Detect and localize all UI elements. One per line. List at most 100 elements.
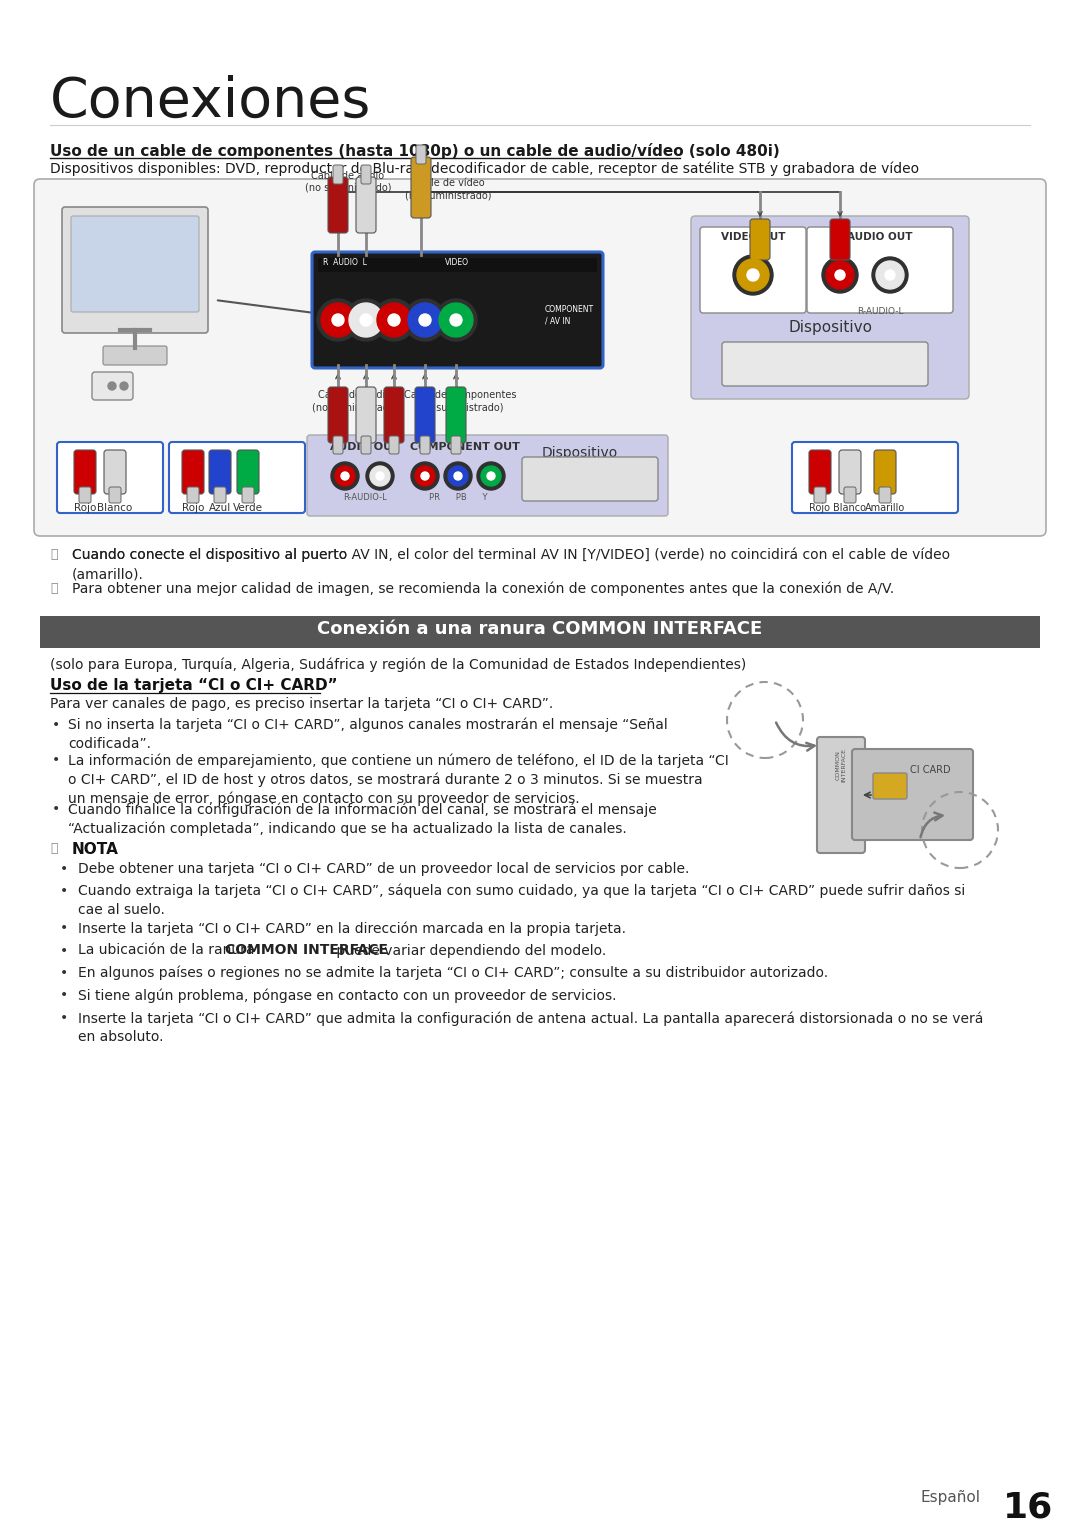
Circle shape [318, 299, 359, 340]
FancyBboxPatch shape [237, 450, 259, 494]
Text: CI CARD: CI CARD [909, 766, 950, 775]
Text: Rojo: Rojo [73, 503, 96, 513]
Text: La información de emparejamiento, que contiene un número de teléfono, el ID de l: La información de emparejamiento, que co… [68, 753, 729, 805]
FancyBboxPatch shape [873, 773, 907, 799]
Circle shape [411, 462, 438, 491]
Text: Verde: Verde [233, 503, 264, 513]
FancyBboxPatch shape [723, 342, 928, 386]
Text: Si tiene algún problema, póngase en contacto con un proveedor de servicios.: Si tiene algún problema, póngase en cont… [78, 989, 617, 1003]
FancyBboxPatch shape [356, 387, 376, 444]
FancyBboxPatch shape [356, 178, 376, 232]
Circle shape [419, 314, 431, 327]
Text: •: • [60, 966, 68, 980]
FancyBboxPatch shape [384, 387, 404, 444]
Text: (solo para Europa, Turquía, Algeria, Sudáfrica y región de la Comunidad de Estad: (solo para Europa, Turquía, Algeria, Sud… [50, 658, 746, 673]
FancyBboxPatch shape [831, 219, 850, 260]
FancyBboxPatch shape [874, 450, 896, 494]
Text: Blanco: Blanco [97, 503, 133, 513]
Text: AUDIO OUT: AUDIO OUT [330, 442, 400, 453]
Circle shape [332, 314, 345, 327]
Text: AUDIO OUT: AUDIO OUT [847, 232, 913, 242]
FancyBboxPatch shape [242, 488, 254, 503]
Text: 🖊: 🖊 [50, 842, 57, 855]
FancyBboxPatch shape [691, 216, 969, 399]
FancyBboxPatch shape [104, 450, 126, 494]
Circle shape [376, 472, 384, 480]
FancyBboxPatch shape [183, 450, 204, 494]
Text: Debe obtener una tarjeta “CI o CI+ CARD” de un proveedor local de servicios por : Debe obtener una tarjeta “CI o CI+ CARD”… [78, 861, 689, 875]
FancyBboxPatch shape [816, 737, 865, 854]
Text: •: • [60, 884, 68, 898]
FancyBboxPatch shape [389, 436, 399, 454]
Circle shape [335, 466, 355, 486]
FancyBboxPatch shape [187, 488, 199, 503]
Text: Conexión a una ranura COMMON INTERFACE: Conexión a una ranura COMMON INTERFACE [318, 620, 762, 638]
FancyBboxPatch shape [333, 436, 343, 454]
FancyBboxPatch shape [814, 488, 826, 503]
Text: Rojo: Rojo [810, 503, 831, 513]
Text: 🖊: 🖊 [50, 582, 57, 595]
Circle shape [835, 270, 845, 279]
Circle shape [377, 302, 411, 337]
FancyBboxPatch shape [71, 216, 199, 311]
Circle shape [120, 381, 129, 390]
Circle shape [321, 302, 355, 337]
Text: En algunos países o regiones no se admite la tarjeta “CI o CI+ CARD”; consulte a: En algunos países o regiones no se admit… [78, 966, 828, 980]
Circle shape [885, 270, 895, 279]
FancyBboxPatch shape [792, 442, 958, 513]
Circle shape [872, 257, 908, 293]
FancyBboxPatch shape [411, 156, 431, 219]
Text: R  AUDIO  L: R AUDIO L [323, 258, 367, 267]
Text: •: • [60, 943, 68, 957]
Text: Para obtener una mejor calidad de imagen, se recomienda la conexión de component: Para obtener una mejor calidad de imagen… [72, 582, 894, 597]
FancyBboxPatch shape [843, 488, 856, 503]
Text: PR      PB      Y: PR PB Y [429, 494, 487, 501]
FancyBboxPatch shape [333, 166, 343, 184]
Circle shape [349, 302, 383, 337]
Text: •: • [52, 753, 60, 767]
Circle shape [477, 462, 505, 491]
Text: Cuando conecte el dispositivo al puerto AV IN, el color del terminal AV IN [Y/VI: Cuando conecte el dispositivo al puerto … [72, 548, 950, 582]
FancyBboxPatch shape [451, 436, 461, 454]
Bar [318, 258, 597, 272]
FancyBboxPatch shape [75, 450, 96, 494]
Circle shape [737, 260, 769, 292]
FancyBboxPatch shape [168, 442, 305, 513]
Text: puede variar dependiendo del modelo.: puede variar dependiendo del modelo. [332, 943, 606, 957]
Text: NOTA: NOTA [72, 842, 119, 857]
Circle shape [481, 466, 501, 486]
Text: Cuando extraiga la tarjeta “CI o CI+ CARD”, sáquela con sumo cuidado, ya que la : Cuando extraiga la tarjeta “CI o CI+ CAR… [78, 884, 966, 917]
Circle shape [415, 466, 435, 486]
Circle shape [370, 466, 390, 486]
Circle shape [404, 299, 446, 340]
Text: Para ver canales de pago, es preciso insertar la tarjeta “CI o CI+ CARD”.: Para ver canales de pago, es preciso ins… [50, 697, 553, 711]
Circle shape [341, 472, 349, 480]
FancyBboxPatch shape [79, 488, 91, 503]
Text: Dispositivo: Dispositivo [788, 321, 872, 336]
Text: Dispositivo: Dispositivo [542, 447, 618, 460]
Circle shape [448, 466, 468, 486]
Text: VIDEO OUT: VIDEO OUT [720, 232, 785, 242]
Text: •: • [60, 921, 68, 936]
Text: Cable de audio
(no suministrado): Cable de audio (no suministrado) [312, 390, 399, 412]
FancyBboxPatch shape [328, 178, 348, 232]
Text: Cable de componentes
(no suministrado): Cable de componentes (no suministrado) [404, 390, 516, 412]
FancyBboxPatch shape [57, 442, 163, 513]
FancyBboxPatch shape [420, 436, 430, 454]
Text: Azul: Azul [208, 503, 231, 513]
Circle shape [408, 302, 442, 337]
Circle shape [444, 462, 472, 491]
FancyBboxPatch shape [522, 457, 658, 501]
Text: Blanco: Blanco [834, 503, 866, 513]
Text: •: • [52, 802, 60, 817]
Circle shape [454, 472, 462, 480]
Circle shape [876, 261, 904, 289]
FancyBboxPatch shape [361, 166, 372, 184]
Text: Cuando finalice la configuración de la información del canal, se mostrará el men: Cuando finalice la configuración de la i… [68, 802, 657, 835]
Text: Si no inserta la tarjeta “CI o CI+ CARD”, algunos canales mostrarán el mensaje “: Si no inserta la tarjeta “CI o CI+ CARD”… [68, 718, 667, 750]
FancyBboxPatch shape [214, 488, 226, 503]
FancyBboxPatch shape [109, 488, 121, 503]
Circle shape [438, 302, 473, 337]
Text: Cuando conecte el dispositivo al puerto: Cuando conecte el dispositivo al puerto [72, 548, 352, 562]
FancyBboxPatch shape [700, 226, 806, 313]
